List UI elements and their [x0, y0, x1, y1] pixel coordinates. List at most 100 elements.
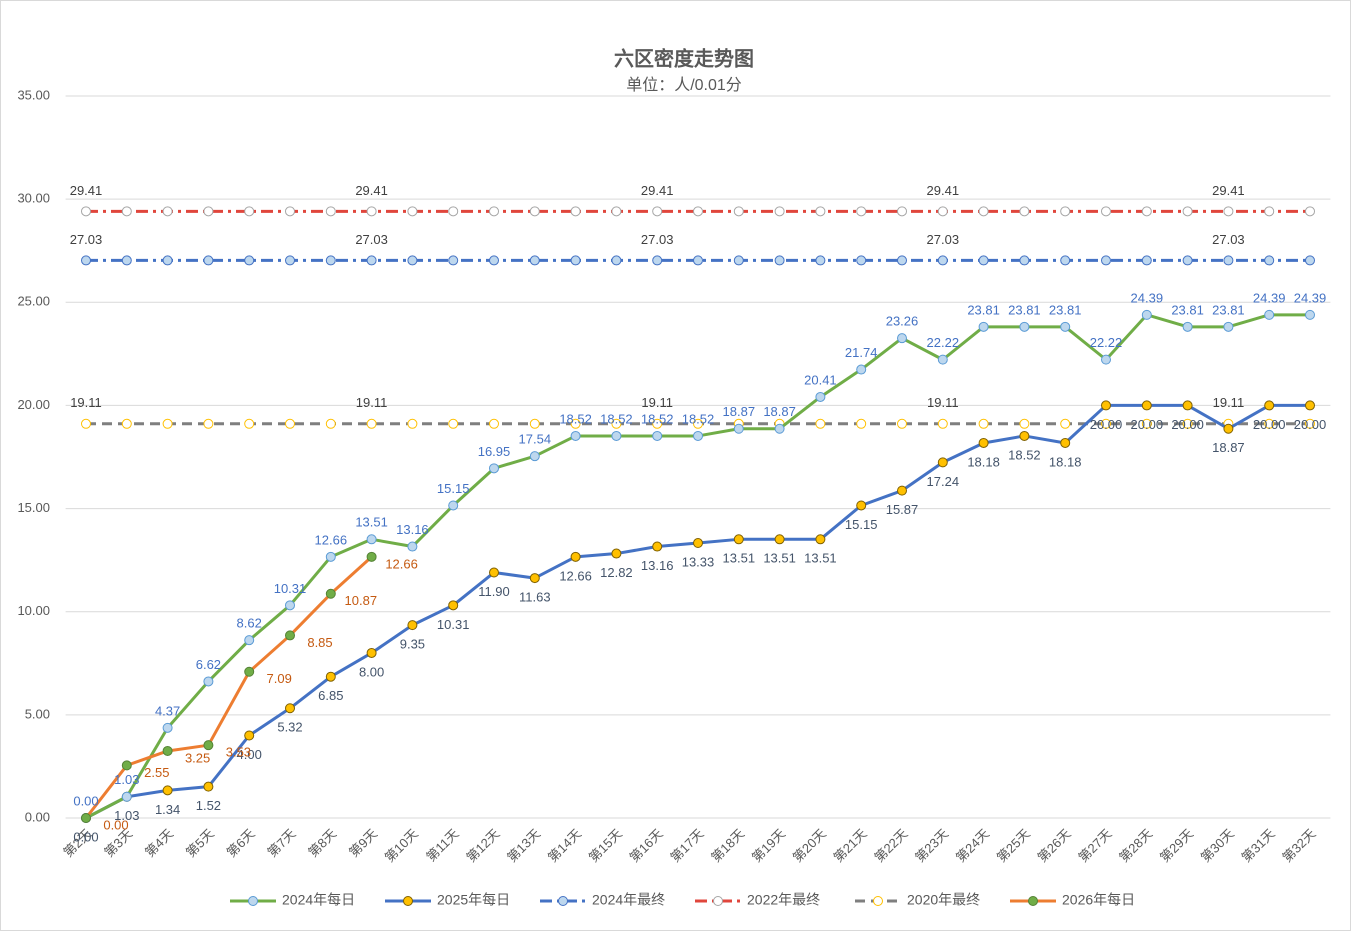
point [856, 364, 867, 375]
chart-subtitle: 单位：人/0.01分 [626, 76, 742, 94]
point [897, 418, 907, 429]
point [81, 255, 91, 266]
y-tick-label: 15.00 [17, 500, 50, 515]
point [815, 534, 826, 545]
data-label: 19.11 [641, 395, 673, 410]
point [121, 255, 132, 266]
data-label: 12.66 [315, 532, 348, 547]
point [407, 541, 418, 552]
y-tick-label: 25.00 [17, 294, 50, 309]
data-label: 15.87 [886, 502, 919, 517]
data-label: 8.85 [307, 635, 332, 650]
point [81, 813, 91, 823]
data-label: 0.00 [103, 817, 128, 832]
data-label: 1.03 [114, 808, 139, 823]
point [529, 451, 540, 462]
point [1060, 206, 1071, 217]
point [162, 255, 173, 266]
point [325, 206, 336, 217]
point [448, 255, 459, 266]
data-label: 18.87 [723, 404, 756, 419]
data-label: 29.41 [1212, 183, 1245, 198]
data-label: 12.82 [600, 565, 633, 580]
point [897, 485, 907, 496]
data-label: 3.25 [185, 750, 210, 765]
data-label: 12.66 [385, 556, 418, 571]
point [448, 500, 459, 511]
data-label: 1.34 [155, 802, 180, 817]
point [570, 206, 581, 217]
data-label: 11.63 [519, 590, 551, 605]
point [1223, 206, 1234, 217]
y-tick-label: 5.00 [25, 706, 50, 721]
point [815, 418, 826, 429]
y-tick-label: 0.00 [25, 809, 50, 824]
point [448, 600, 459, 611]
y-tick-label: 20.00 [17, 397, 50, 412]
point [978, 321, 989, 332]
point [203, 255, 214, 266]
point [81, 206, 91, 217]
data-label: 18.52 [600, 411, 633, 426]
data-label: 7.09 [267, 671, 292, 686]
point [1141, 255, 1152, 266]
point [203, 676, 214, 687]
point [570, 551, 581, 562]
point [1141, 206, 1152, 217]
point [611, 418, 622, 429]
point [1223, 423, 1234, 434]
point [693, 430, 703, 441]
point [897, 206, 907, 217]
data-label: 19.11 [70, 395, 102, 410]
point [407, 255, 418, 266]
data-label: 18.52 [682, 411, 715, 426]
point [652, 206, 663, 217]
data-label: 29.41 [927, 183, 960, 198]
data-label: 23.26 [886, 314, 919, 329]
point [1264, 255, 1275, 266]
data-label: 22.22 [1090, 335, 1123, 350]
point [1264, 418, 1275, 429]
point [1264, 206, 1275, 217]
point [1060, 255, 1071, 266]
point [611, 206, 622, 217]
data-label: 20.00 [1294, 417, 1327, 432]
point [570, 255, 581, 266]
point [1305, 400, 1315, 411]
point [529, 418, 540, 429]
legend-marker [873, 896, 883, 906]
point [244, 255, 255, 266]
point [937, 457, 948, 468]
point [937, 354, 948, 365]
point [733, 255, 744, 266]
legend-label: 2024年每日 [282, 892, 355, 908]
point [1223, 321, 1234, 332]
data-label: 5.32 [277, 720, 302, 735]
data-label: 20.41 [804, 372, 837, 387]
data-label: 13.51 [763, 551, 796, 566]
chart-title: 六区密度走势图 [614, 46, 754, 70]
point [366, 647, 377, 658]
data-label: 10.87 [345, 593, 378, 608]
point [1305, 206, 1315, 217]
data-label: 29.41 [641, 183, 674, 198]
point [1019, 418, 1030, 429]
point [1182, 400, 1193, 411]
point [774, 423, 785, 434]
data-label: 18.18 [967, 454, 1000, 469]
point [978, 255, 989, 266]
legend-label: 2025年每日 [437, 892, 510, 908]
legend-marker [403, 896, 413, 906]
data-label: 9.35 [400, 637, 425, 652]
point [937, 255, 948, 266]
point [285, 703, 295, 714]
legend-label: 2022年最终 [747, 892, 820, 908]
point [121, 791, 132, 802]
data-label: 29.41 [355, 183, 388, 198]
data-label: 6.85 [318, 688, 343, 703]
point [285, 630, 295, 641]
point [529, 573, 540, 584]
data-label: 16.95 [478, 444, 511, 459]
point [529, 255, 540, 266]
point [733, 206, 744, 217]
